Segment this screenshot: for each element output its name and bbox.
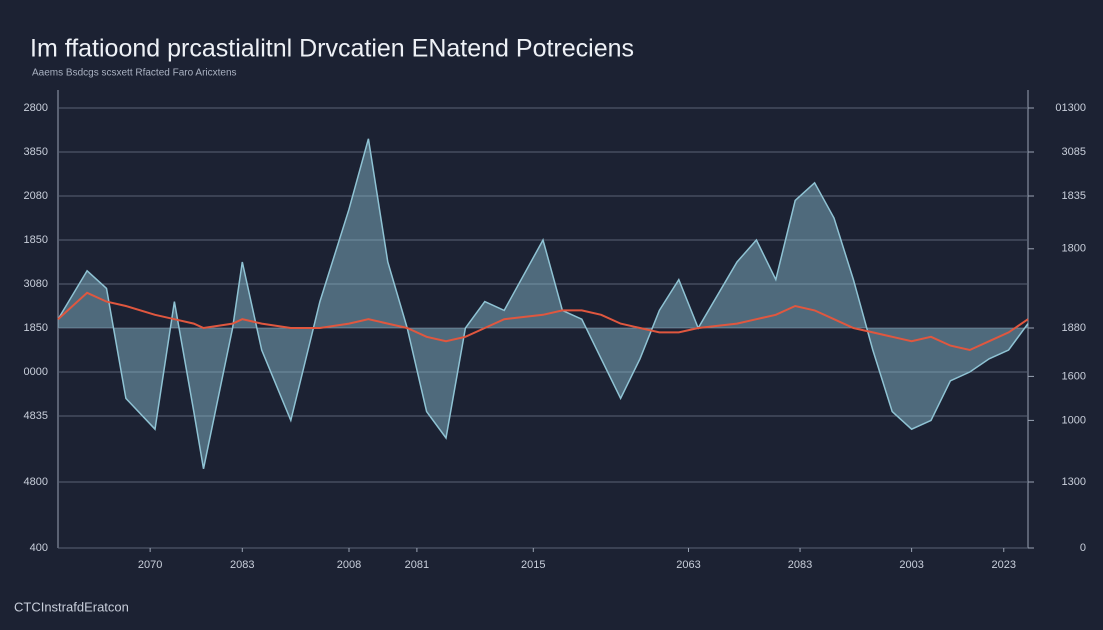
y-tick-label: 4835 <box>24 410 48 422</box>
y2-tick-label: 1000 <box>1062 414 1086 426</box>
series-line <box>57 291 1029 352</box>
x-tick-label: 2003 <box>899 559 923 571</box>
x-tick-label: 2063 <box>676 559 700 571</box>
x-tick-label: 2015 <box>521 559 545 571</box>
y2-tick-label: 1880 <box>1062 322 1086 334</box>
x-tick-label: 2081 <box>405 559 429 571</box>
x-tick-label: 2083 <box>230 559 254 571</box>
y-tick-label: 1850 <box>24 234 48 246</box>
y2-tick-label: 0 <box>1080 542 1086 554</box>
y-tick-label: 3080 <box>24 278 48 290</box>
y-tick-label: 2080 <box>24 190 48 202</box>
y2-tick-label: 1835 <box>1062 190 1086 202</box>
y2-tick-label: 1300 <box>1062 476 1086 488</box>
area <box>58 138 1028 469</box>
y2-tick-label: 1800 <box>1062 243 1086 255</box>
y2-tick-label: 3085 <box>1062 146 1086 158</box>
chart-subtitle: Aaems Bsdcgs scsxett Rfacted Faro Aricxt… <box>32 68 237 79</box>
y2-tick-label: 1600 <box>1062 370 1086 382</box>
y-tick-label: 2800 <box>24 102 48 114</box>
y-tick-label: 3850 <box>24 146 48 158</box>
x-tick-label: 2008 <box>337 559 361 571</box>
y-tick-label: 1850 <box>24 322 48 334</box>
y2-tick-label: 01300 <box>1055 102 1086 114</box>
y-tick-label: 4800 <box>24 476 48 488</box>
chart-title: Im ffatioond prcastialitnl Drvcatien ENa… <box>30 35 634 63</box>
x-tick-label: 2023 <box>992 559 1016 571</box>
y-tick-label: 0000 <box>24 366 48 378</box>
y-tick-label: 400 <box>30 542 48 554</box>
x-tick-label: 2070 <box>138 559 162 571</box>
footer: CTCInstrafdEratcon <box>14 599 129 614</box>
x-tick-label: 2083 <box>788 559 812 571</box>
